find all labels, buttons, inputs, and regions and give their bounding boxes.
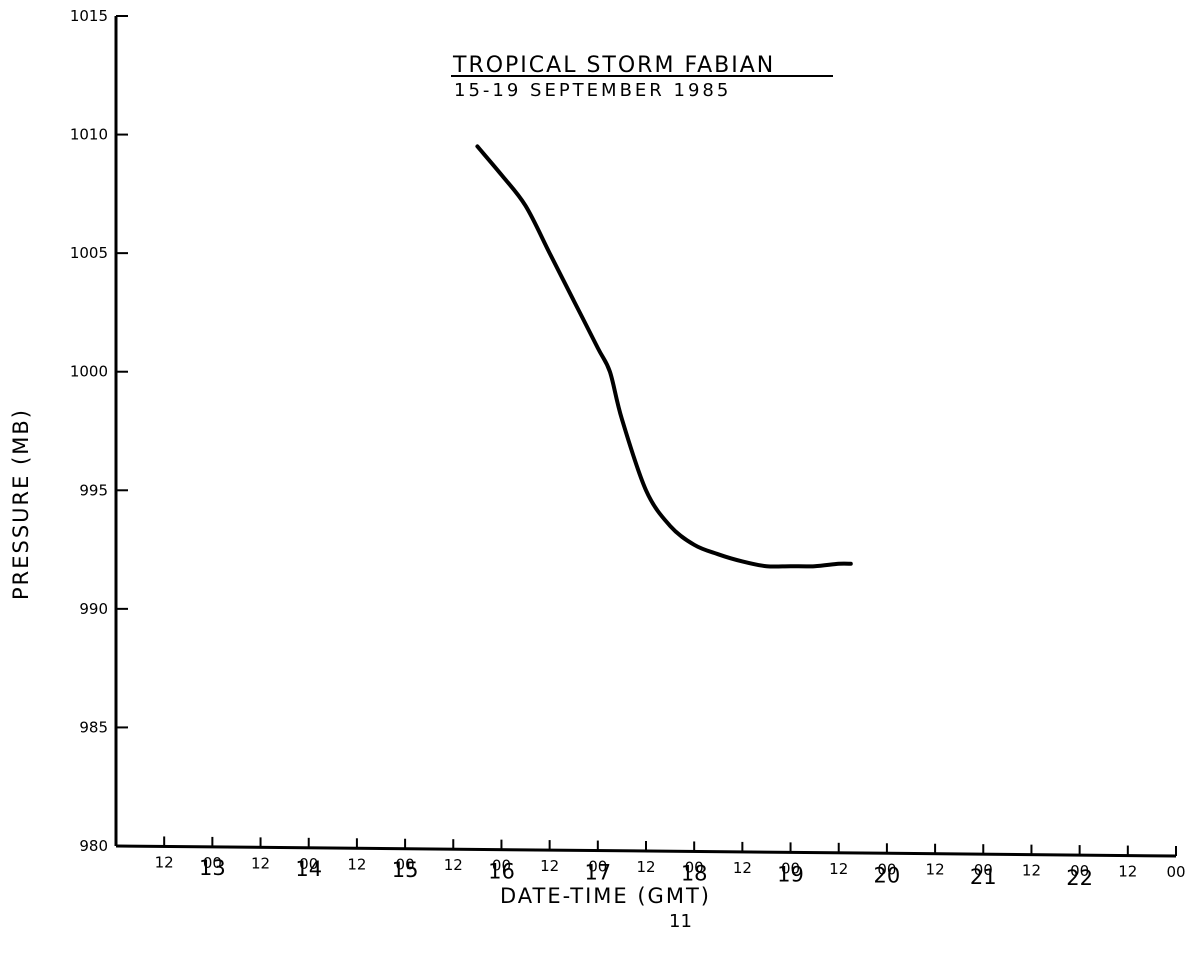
x-axis-label: DATE-TIME (GMT) <box>500 884 711 908</box>
x-hour-label: 12 <box>636 858 655 876</box>
x-day-label: 22 <box>1066 866 1093 890</box>
x-day-label: 15 <box>392 858 419 882</box>
y-tick-group: 980 985 990 995 1000 1005 1010 1015 <box>70 7 128 855</box>
x-axis: 12 00 12 00 12 00 12 00 12 00 12 00 12 00 12 00 12 00 12 00… <box>115 836 1186 908</box>
x-hour-label: 00 <box>877 860 896 878</box>
y-axis: 980 985 990 995 1000 1005 1010 1015 PRESSURE (M… <box>9 7 128 855</box>
x-hour-label: 12 <box>1022 862 1041 880</box>
x-hour-label: 00 <box>1166 863 1185 881</box>
x-hour-label: 00 <box>974 861 993 879</box>
y-tick-label: 1005 <box>70 244 108 262</box>
x-hour-label: 12 <box>155 853 174 871</box>
x-hour-label: 12 <box>444 856 463 874</box>
y-tick-label: 985 <box>79 718 108 736</box>
x-day-label: 20 <box>874 864 901 888</box>
x-day-label: 21 <box>970 865 997 889</box>
title-block: TROPICAL STORM FABIAN 15-19 SEPTEMBER 19… <box>451 53 833 101</box>
x-hour-label: 00 <box>588 858 607 876</box>
x-hour-label: 00 <box>299 855 318 873</box>
y-tick-label: 980 <box>79 837 108 855</box>
x-hour-label: 12 <box>347 855 366 873</box>
x-day-label: 16 <box>488 859 515 883</box>
x-hour-label: 12 <box>1118 863 1137 881</box>
y-tick-label: 995 <box>79 481 108 499</box>
pressure-series-line <box>475 144 853 569</box>
x-day-label: 14 <box>295 857 322 881</box>
x-hour-label: 00 <box>781 859 800 877</box>
x-day-label: 18 <box>681 862 708 886</box>
y-tick-label: 1000 <box>70 363 108 381</box>
x-hour-label: 00 <box>203 854 222 872</box>
y-tick-label: 1010 <box>70 126 108 144</box>
x-hour-label: 00 <box>492 857 511 875</box>
x-hour-label: 12 <box>733 859 752 877</box>
x-hour-label: 00 <box>1070 862 1089 880</box>
chart-subtitle: 15-19 SEPTEMBER 1985 <box>454 80 731 101</box>
x-tick-group: 12 00 12 00 12 00 12 00 12 00 12 00 12 00 12 00 12 00 12 00… <box>155 836 1186 890</box>
x-hour-label: 12 <box>540 857 559 875</box>
y-axis-label: PRESSURE (MB) <box>9 408 33 600</box>
x-hour-label: 12 <box>926 861 945 879</box>
x-day-label: 19 <box>777 863 804 887</box>
x-hour-label: 12 <box>251 854 270 872</box>
x-hour-label: 00 <box>685 858 704 876</box>
chart-title: TROPICAL STORM FABIAN <box>452 53 775 78</box>
y-tick-label: 990 <box>79 600 108 618</box>
x-hour-label: 00 <box>396 856 415 874</box>
y-tick-label: 1015 <box>70 7 108 25</box>
x-day-label: 13 <box>199 856 226 880</box>
page-number: 11 <box>669 911 692 932</box>
x-day-label: 17 <box>584 860 611 884</box>
x-hour-label: 12 <box>829 860 848 878</box>
